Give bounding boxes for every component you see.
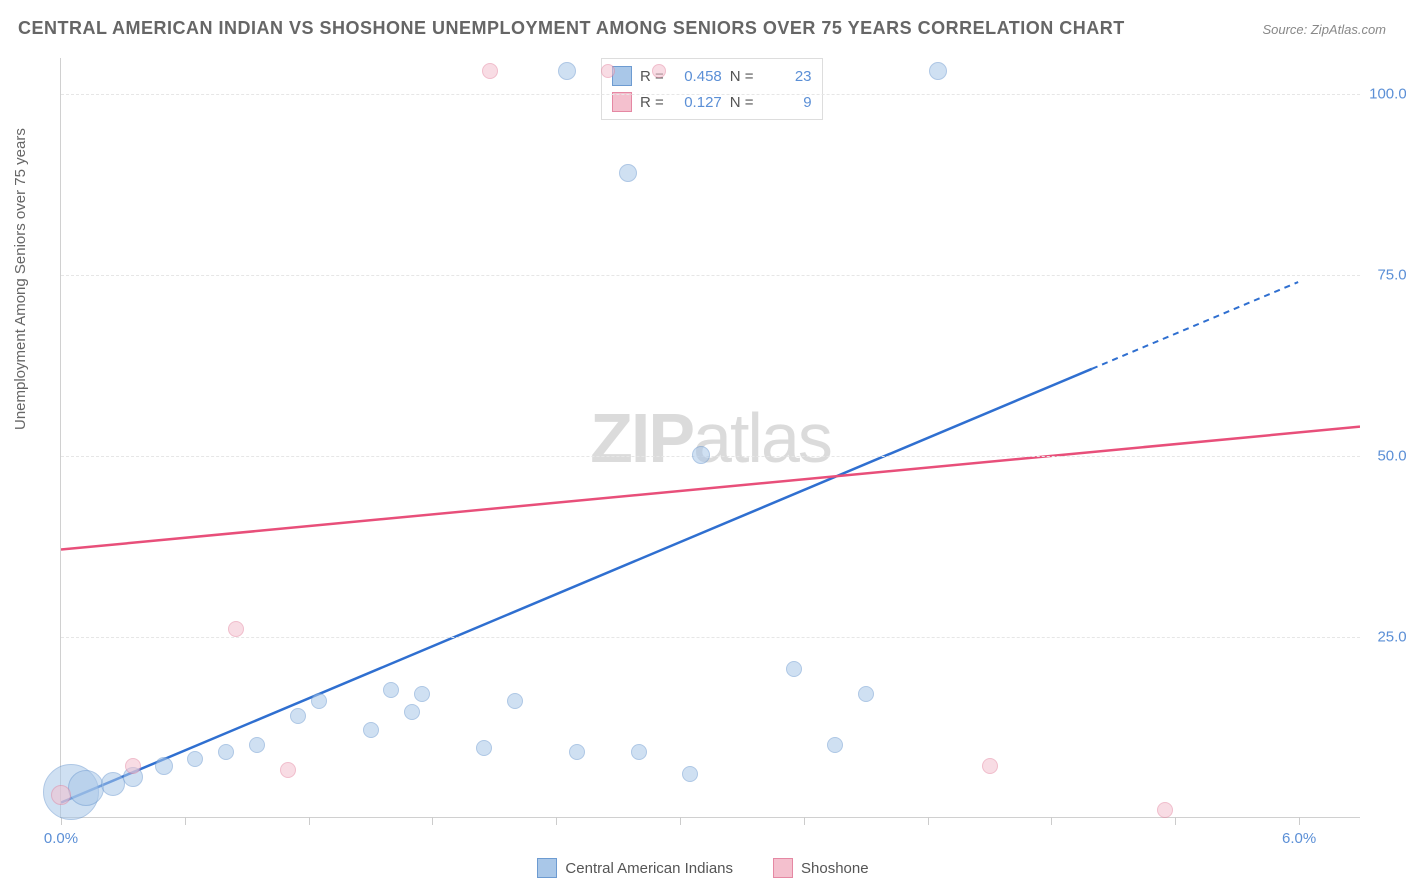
x-tick-label: 6.0% [1282,830,1316,847]
data-point [218,744,234,760]
trend-line-extension [1092,282,1298,369]
data-point [858,686,874,702]
y-axis-label: Unemployment Among Seniors over 75 years [12,128,29,430]
data-point [982,758,998,774]
x-tick [432,817,433,825]
trend-lines-svg [61,58,1360,817]
stats-n-value-1: 9 [762,94,812,111]
data-point [414,686,430,702]
x-tick [1051,817,1052,825]
gridline-h [61,456,1360,457]
stats-n-value-0: 23 [762,68,812,85]
data-point [187,751,203,767]
legend-item-0: Central American Indians [537,858,733,878]
bottom-legend: Central American Indians Shoshone [0,858,1406,878]
chart-title: CENTRAL AMERICAN INDIAN VS SHOSHONE UNEM… [18,18,1125,39]
x-tick [1175,817,1176,825]
gridline-h [61,275,1360,276]
data-point [383,682,399,698]
source-attribution: Source: ZipAtlas.com [1262,22,1386,37]
data-point [631,744,647,760]
x-tick [928,817,929,825]
x-tick [804,817,805,825]
stats-n-label-0: N = [730,68,754,85]
data-point [1157,802,1173,818]
data-point [619,164,637,182]
data-point [569,744,585,760]
stats-row-series-1: R = 0.127 N = 9 [612,89,812,115]
data-point [682,766,698,782]
x-tick-label: 0.0% [44,830,78,847]
data-point [228,621,244,637]
data-point [652,64,666,78]
legend-label-1: Shoshone [801,860,869,877]
y-tick-label: 75.0% [1377,267,1406,284]
gridline-h [61,637,1360,638]
legend-swatch-1 [773,858,793,878]
data-point [363,722,379,738]
data-point [155,757,173,775]
data-point [476,740,492,756]
data-point [601,64,615,78]
watermark: ZIPatlas [590,398,831,478]
data-point [249,737,265,753]
stats-r-value-0: 0.458 [672,68,722,85]
data-point [482,63,498,79]
data-point [558,62,576,80]
data-point [929,62,947,80]
data-point [280,762,296,778]
stats-box: R = 0.458 N = 23 R = 0.127 N = 9 [601,58,823,120]
trend-line [61,427,1360,550]
y-tick-label: 50.0% [1377,448,1406,465]
data-point [68,770,104,806]
data-point [827,737,843,753]
x-tick [185,817,186,825]
x-tick [680,817,681,825]
x-tick [1299,817,1300,825]
data-point [507,693,523,709]
legend-item-1: Shoshone [773,858,869,878]
stats-n-label-1: N = [730,94,754,111]
stats-r-label-1: R = [640,94,664,111]
data-point [786,661,802,677]
y-tick-label: 25.0% [1377,629,1406,646]
data-point [404,704,420,720]
y-tick-label: 100.0% [1369,86,1406,103]
plot-area: ZIPatlas R = 0.458 N = 23 R = 0.127 N = … [60,58,1360,818]
data-point [51,785,71,805]
legend-label-0: Central American Indians [565,860,733,877]
legend-swatch-0 [537,858,557,878]
data-point [125,758,141,774]
stats-row-series-0: R = 0.458 N = 23 [612,63,812,89]
stats-swatch-0 [612,66,632,86]
x-tick [556,817,557,825]
stats-r-value-1: 0.127 [672,94,722,111]
gridline-h [61,94,1360,95]
x-tick [309,817,310,825]
data-point [311,693,327,709]
data-point [692,446,710,464]
data-point [101,772,125,796]
trend-line [61,369,1092,803]
data-point [290,708,306,724]
